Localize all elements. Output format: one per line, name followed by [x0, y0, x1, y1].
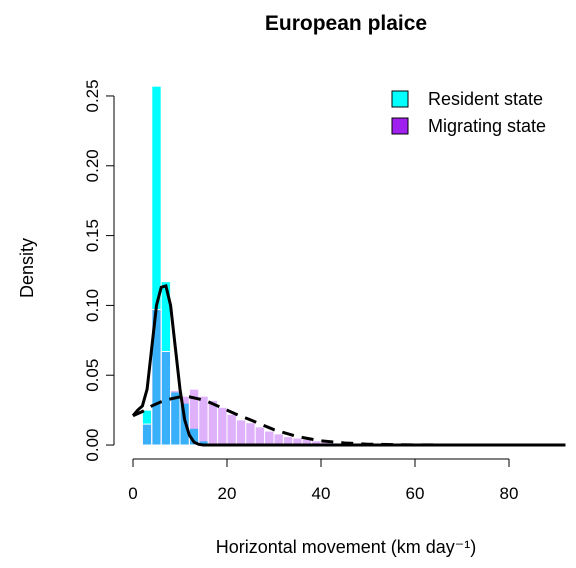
y-tick-label: 0.15: [83, 219, 102, 252]
bar: [264, 430, 275, 446]
legend-label: Migrating state: [428, 116, 546, 136]
legend-label: Resident state: [428, 89, 543, 109]
legend-swatch: [391, 90, 409, 108]
y-tick-label: 0.20: [83, 149, 102, 182]
bar: [141, 423, 153, 446]
bar: [273, 433, 284, 446]
bar: [207, 399, 219, 446]
chart-title: European plaice: [265, 12, 427, 35]
x-tick-label: 80: [500, 484, 519, 503]
bar: [226, 413, 237, 446]
bar: [245, 422, 256, 446]
y-tick-label: 0.25: [83, 79, 102, 112]
bar: [254, 426, 266, 446]
bar: [217, 406, 228, 446]
density-curve: [131, 283, 566, 447]
y-axis-label: Density: [17, 238, 37, 298]
bar: [198, 395, 209, 446]
x-tick-label: 0: [128, 484, 137, 503]
y-tick-label: 0.05: [83, 359, 102, 392]
legend-swatch: [391, 117, 409, 135]
y-tick-label: 0.10: [83, 289, 102, 322]
x-tick-label: 60: [406, 484, 425, 503]
bar: [235, 419, 247, 446]
x-tick-label: 40: [312, 484, 331, 503]
x-axis-label: Horizontal movement (km day⁻¹): [216, 537, 477, 557]
x-tick-label: 20: [218, 484, 237, 503]
density-curve: [132, 395, 566, 447]
y-tick-label: 0.00: [83, 428, 102, 461]
